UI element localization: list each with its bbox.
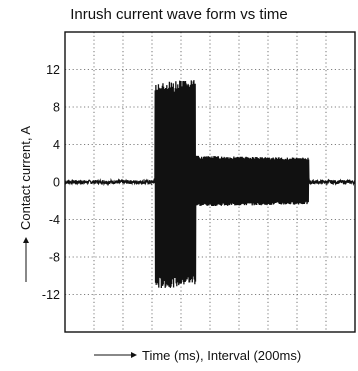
- y-tick-label: -12: [42, 288, 60, 302]
- y-tick-labels: 12 8 4 0 -4 -8 -12: [42, 63, 60, 302]
- series-line: [64, 80, 356, 288]
- y-axis-title: Contact current, A: [18, 126, 33, 230]
- x-axis-title: Time (ms), Interval (200ms): [142, 348, 301, 363]
- current-waveform: [64, 80, 356, 288]
- x-axis-label: Time (ms), Interval (200ms): [94, 348, 301, 363]
- y-tick-label: 12: [46, 63, 60, 77]
- y-axis-label: Contact current, A: [18, 126, 33, 282]
- chart-title: Inrush current wave form vs time: [70, 6, 288, 23]
- x-axis-arrow-head: [131, 352, 137, 358]
- y-tick-label: 0: [53, 176, 60, 190]
- plot-frame: [64, 31, 356, 333]
- y-tick-label: -8: [49, 251, 60, 265]
- y-tick-label: 8: [53, 101, 60, 115]
- y-axis-arrow-head: [23, 237, 29, 243]
- grid: [65, 32, 355, 332]
- y-tick-label: -4: [49, 213, 60, 227]
- y-tick-label: 4: [53, 138, 60, 152]
